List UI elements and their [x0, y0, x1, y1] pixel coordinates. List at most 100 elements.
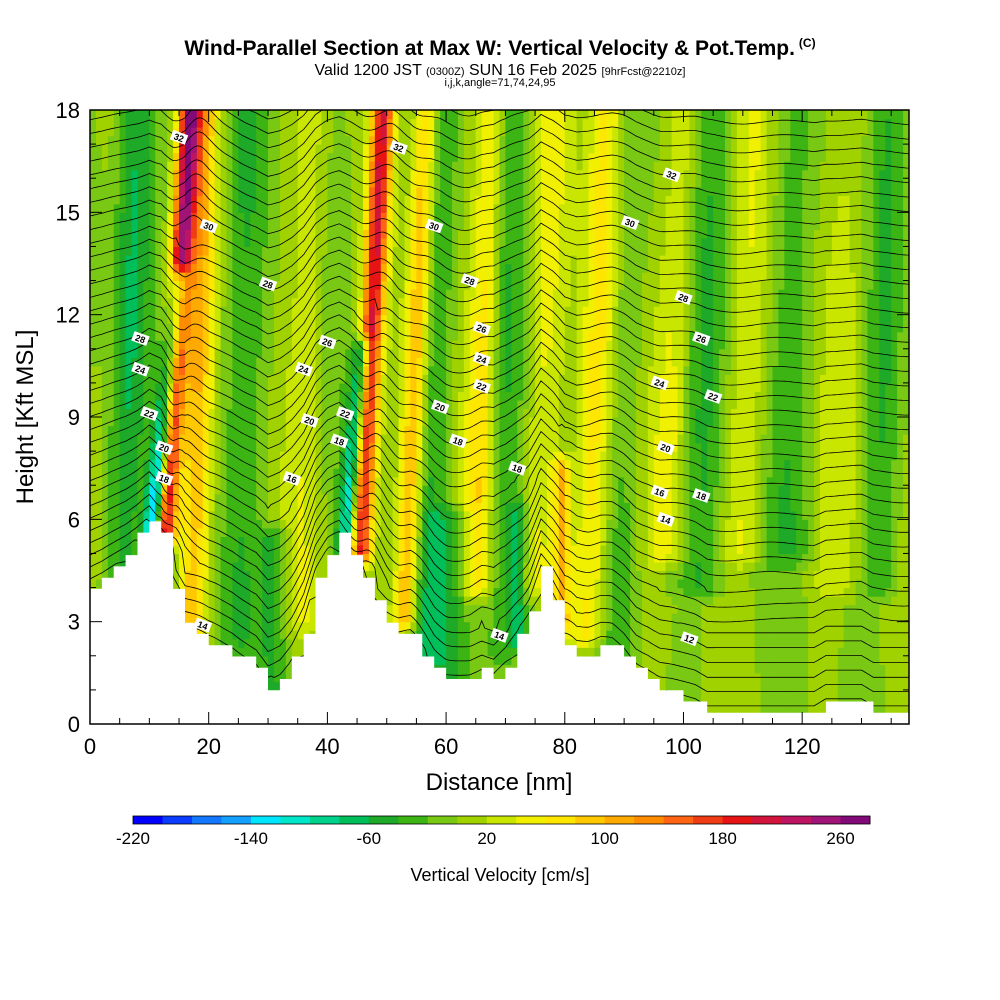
w-cell: [363, 254, 370, 265]
w-cell: [333, 297, 340, 307]
w-cell: [493, 417, 501, 427]
w-cell: [190, 451, 198, 461]
w-cell: [380, 144, 388, 154]
w-cell: [469, 331, 477, 341]
w-cell: [273, 220, 281, 230]
w-cell: [107, 272, 115, 282]
w-cell: [392, 570, 400, 580]
w-cell: [303, 587, 311, 597]
w-cell: [345, 237, 352, 248]
w-cell: [149, 161, 156, 171]
w-cell: [285, 485, 293, 495]
w-cell: [416, 459, 423, 469]
w-cell: [351, 493, 358, 503]
w-cell: [273, 638, 281, 648]
w-cell: [149, 476, 156, 486]
w-cell: [463, 263, 471, 273]
w-cell: [315, 152, 323, 162]
w-cell: [463, 246, 471, 256]
w-cell: [149, 306, 156, 316]
w-cell: [398, 408, 406, 418]
w-cell: [268, 451, 275, 461]
w-cell: [374, 246, 382, 256]
w-cell: [339, 118, 346, 128]
w-cell: [416, 365, 423, 375]
w-cell: [208, 357, 216, 367]
w-cell: [119, 340, 127, 350]
w-cell: [232, 314, 239, 324]
w-cell: [119, 195, 127, 205]
w-cell: [226, 331, 234, 341]
w-cell: [392, 357, 400, 367]
w-cell: [90, 254, 97, 265]
w-cell: [446, 280, 453, 290]
w-cell: [463, 178, 471, 188]
w-cell: [256, 272, 263, 282]
w-cell: [256, 161, 263, 171]
w-cell: [95, 357, 103, 367]
w-cell: [392, 579, 400, 589]
w-cell: [232, 425, 239, 435]
w-cell: [208, 570, 216, 580]
w-cell: [487, 408, 495, 418]
w-cell: [214, 212, 222, 222]
w-cell: [309, 331, 317, 341]
w-cell: [452, 314, 459, 324]
w-cell: [339, 229, 346, 239]
w-cell: [279, 476, 287, 486]
w-cell: [273, 434, 281, 444]
w-cell: [184, 417, 192, 427]
w-cell: [285, 203, 293, 213]
w-cell: [220, 553, 228, 563]
w-cell: [273, 417, 281, 427]
w-cell: [256, 212, 263, 222]
w-cell: [327, 246, 334, 256]
w-cell: [155, 110, 162, 120]
w-cell: [410, 331, 418, 341]
w-cell: [297, 579, 305, 589]
w-cell: [190, 579, 198, 589]
w-cell: [428, 365, 435, 375]
w-cell: [214, 630, 222, 640]
w-cell: [244, 246, 251, 256]
w-cell: [380, 374, 388, 384]
w-cell: [357, 476, 364, 486]
w-cell: [357, 178, 364, 188]
w-cell: [386, 391, 394, 401]
w-cell: [119, 212, 127, 222]
w-cell: [469, 254, 477, 265]
w-cell: [457, 237, 465, 248]
w-cell: [481, 408, 489, 418]
w-cell: [481, 118, 489, 128]
w-cell: [119, 536, 127, 546]
w-cell: [131, 425, 139, 435]
w-cell: [374, 169, 382, 179]
w-cell: [143, 246, 150, 256]
w-cell: [446, 621, 453, 631]
w-cell: [125, 110, 133, 120]
w-cell: [173, 476, 180, 486]
w-cell: [90, 502, 97, 512]
w-cell: [167, 408, 174, 418]
w-cell: [208, 340, 216, 350]
w-cell: [143, 425, 150, 435]
w-cell: [493, 613, 501, 623]
w-cell: [428, 161, 435, 171]
w-cell: [339, 254, 346, 265]
w-cell: [404, 536, 412, 546]
w-cell: [256, 297, 263, 307]
w-cell: [440, 493, 447, 503]
w-cell: [404, 314, 412, 324]
w-cell: [262, 195, 269, 205]
w-cell: [90, 451, 97, 461]
w-cell: [90, 399, 97, 410]
w-cell: [321, 544, 328, 555]
w-cell: [386, 272, 394, 282]
w-cell: [273, 280, 281, 290]
w-cell: [345, 476, 352, 486]
w-cell: [315, 553, 323, 563]
w-cell: [285, 144, 293, 154]
w-cell: [190, 203, 198, 213]
w-cell: [345, 331, 352, 341]
w-cell: [463, 280, 471, 290]
